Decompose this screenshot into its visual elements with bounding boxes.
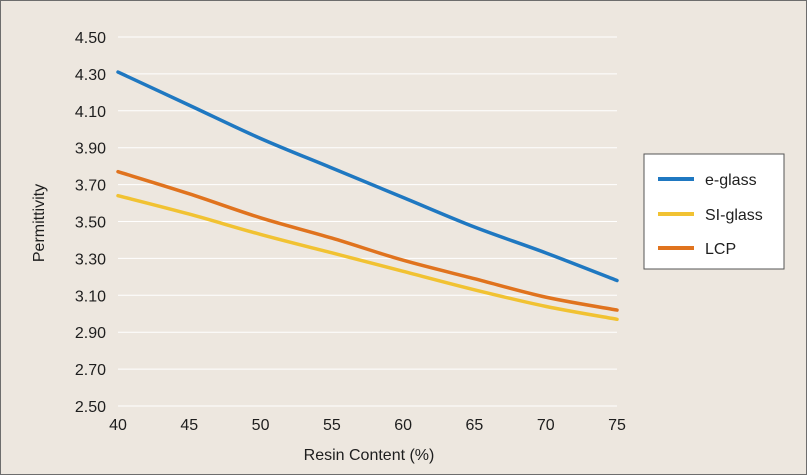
y-tick-label: 3.10 (75, 288, 106, 305)
y-axis-tick-labels: 2.50 2.70 2.90 3.10 3.30 3.50 3.70 3.90 4.10 4.30… (75, 30, 106, 416)
y-axis-title: Permittivity (31, 184, 48, 262)
x-axis-title: Resin Content (%) (304, 447, 435, 464)
series-lines (116, 70, 619, 322)
x-tick-label: 50 (252, 417, 270, 434)
x-tick-label: 65 (466, 417, 484, 434)
legend-label-e-glass: e-glass (705, 172, 757, 189)
x-tick-label: 40 (109, 417, 127, 434)
legend-label-si-glass: SI-glass (705, 207, 763, 224)
series-line-si-glass (116, 193, 619, 322)
y-tick-label: 3.70 (75, 178, 106, 195)
series-line-lcp (116, 169, 619, 312)
y-tick-label: 4.10 (75, 104, 106, 121)
x-tick-label: 75 (608, 417, 626, 434)
x-tick-label: 55 (323, 417, 341, 434)
legend-label-lcp: LCP (705, 241, 736, 258)
y-tick-label: 2.90 (75, 325, 106, 342)
x-tick-label: 45 (180, 417, 198, 434)
y-tick-label: 4.30 (75, 67, 106, 84)
y-tick-label: 2.70 (75, 362, 106, 379)
x-tick-label: 70 (537, 417, 555, 434)
y-tick-label: 3.30 (75, 251, 106, 268)
x-axis-tick-labels: 40 45 50 55 60 65 70 75 (109, 417, 626, 434)
y-tick-label: 4.50 (75, 30, 106, 47)
series-line-e-glass (116, 70, 619, 283)
y-tick-label: 3.90 (75, 141, 106, 158)
gridlines (118, 36, 617, 407)
x-tick-label: 60 (394, 417, 412, 434)
y-tick-label: 3.50 (75, 215, 106, 232)
legend: e-glass SI-glass LCP (643, 153, 785, 270)
y-tick-label: 2.50 (75, 399, 106, 416)
